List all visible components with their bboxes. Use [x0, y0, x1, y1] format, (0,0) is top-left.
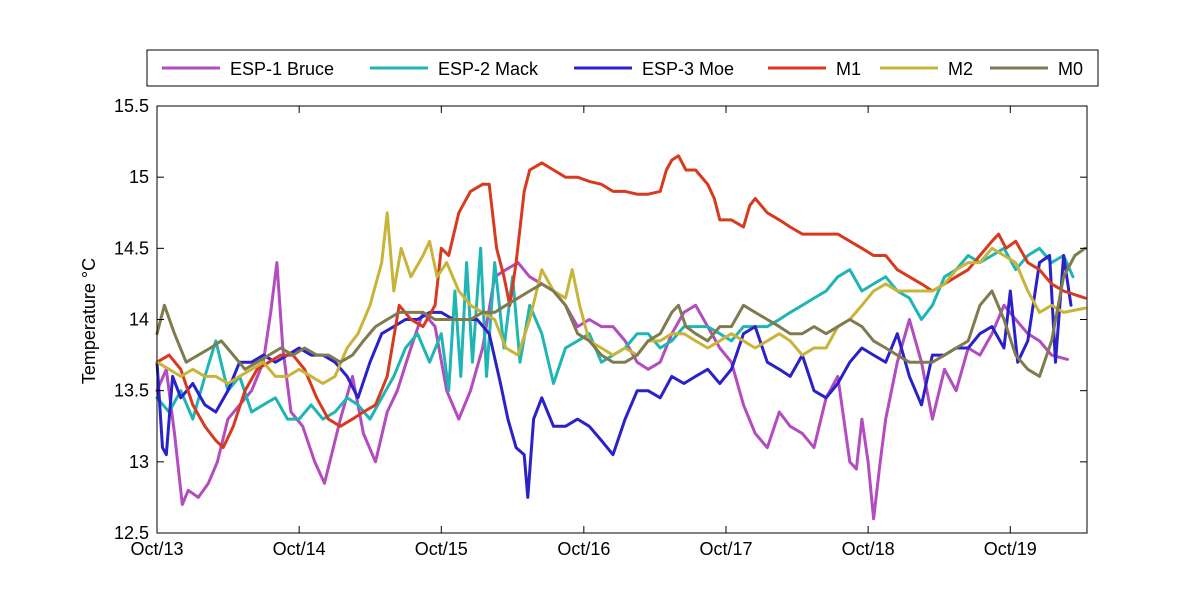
x-tick-label: Oct/15: [415, 539, 468, 559]
x-tick-label: Oct/18: [842, 539, 895, 559]
y-tick-label: 13.5: [114, 381, 149, 401]
x-tick-label: Oct/19: [984, 539, 1037, 559]
series-line-esp-3-moe: [155, 254, 1073, 499]
legend-label-esp-2-mack: ESP-2 Mack: [438, 59, 539, 79]
legend: ESP-1 Bruce ESP-2 Mack ESP-3 Moe M1 M2 M0: [146, 49, 1099, 87]
series-line-m0: [155, 246, 1087, 378]
y-axis-label: Temperature °C: [79, 258, 99, 384]
legend-label-esp-3-moe: ESP-3 Moe: [642, 59, 734, 79]
series-line-esp-1-bruce: [155, 261, 1069, 521]
x-tick-label: Oct/17: [699, 539, 752, 559]
legend-label-esp-1-bruce: ESP-1 Bruce: [230, 59, 334, 79]
y-tick-label: 14.5: [114, 238, 149, 258]
series-layer: [155, 154, 1087, 521]
y-tick-label: 15.5: [114, 96, 149, 116]
legend-label-m2: M2: [948, 59, 973, 79]
series-line-esp-2-mack: [155, 246, 1075, 421]
y-tick-label: 12.5: [114, 523, 149, 543]
series-line-m1: [155, 154, 1087, 450]
legend-label-m0: M0: [1058, 59, 1083, 79]
legend-label-m1: M1: [836, 59, 861, 79]
axes-layer: 12.5 13 13.5 14 14.5 15 15.5 Oct/13 Oct/14 Oct/15…: [114, 96, 1088, 559]
plot-frame: [156, 105, 1088, 534]
x-tick-label: Oct/13: [130, 539, 183, 559]
series-line-m2: [155, 211, 1087, 385]
y-tick-label: 14: [129, 310, 149, 330]
x-tick-label: Oct/16: [557, 539, 610, 559]
x-tick-label: Oct/14: [273, 539, 326, 559]
y-tick-label: 15: [129, 167, 149, 187]
y-tick-label: 13: [129, 452, 149, 472]
